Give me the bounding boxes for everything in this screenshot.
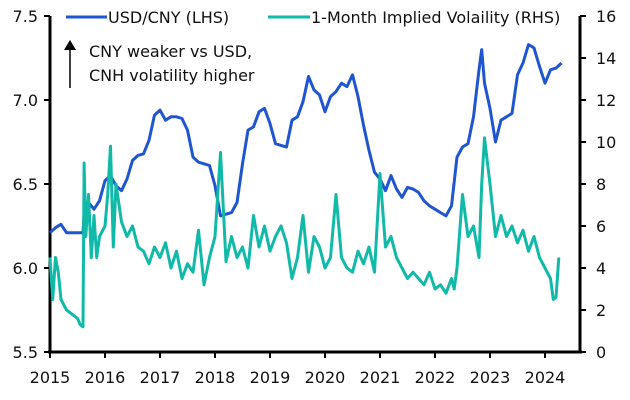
right-tick-label: 10 <box>596 133 616 152</box>
x-tick-label: 2015 <box>30 368 71 387</box>
legend-item-usdcny: USD/CNY (LHS) <box>66 8 229 27</box>
x-tick-label: 2021 <box>360 368 401 387</box>
left-tick-label: 6.5 <box>13 175 38 194</box>
right-tick-label: 14 <box>596 49 616 68</box>
left-tick-label: 6.0 <box>13 259 38 278</box>
right-tick-label: 0 <box>596 343 606 362</box>
x-tick-label: 2020 <box>305 368 346 387</box>
legend-item-volatility: 1-Month Implied Volaility (RHS) <box>268 8 560 27</box>
x-tick-label: 2016 <box>85 368 126 387</box>
left-tick-label: 7.5 <box>13 7 38 26</box>
series-line-volatility <box>48 136 561 329</box>
x-tick-label: 2023 <box>470 368 511 387</box>
series-layer <box>48 43 563 329</box>
annotation: CNY weaker vs USD, CNH volatility higher <box>64 40 255 88</box>
left-tick-label: 5.5 <box>13 343 38 362</box>
x-tick-label: 2017 <box>140 368 181 387</box>
right-tick-label: 2 <box>596 301 606 320</box>
right-axis-ticks: 0 2 4 6 8 10 12 14 16 <box>580 7 616 362</box>
left-tick-label: 7.0 <box>13 91 38 110</box>
right-tick-label: 8 <box>596 175 606 194</box>
x-tick-label: 2019 <box>250 368 291 387</box>
right-tick-label: 6 <box>596 217 606 236</box>
x-tick-label: 2018 <box>195 368 236 387</box>
legend-label-usdcny: USD/CNY (LHS) <box>108 8 229 27</box>
x-axis-ticks: 2015 2016 2017 2018 2019 2020 2021 2022 2023 2024 <box>30 352 566 387</box>
left-axis-ticks: 5.5 6.0 6.5 7.0 7.5 <box>13 7 50 362</box>
right-tick-label: 4 <box>596 259 606 278</box>
right-tick-label: 12 <box>596 91 616 110</box>
annotation-line-1: CNY weaker vs USD, <box>89 42 252 61</box>
x-tick-label: 2024 <box>525 368 566 387</box>
x-tick-label: 2022 <box>415 368 456 387</box>
legend-label-volatility: 1-Month Implied Volaility (RHS) <box>311 8 560 27</box>
legend: USD/CNY (LHS) 1-Month Implied Volaility … <box>66 8 560 27</box>
arrow-head-icon <box>64 40 76 50</box>
right-tick-label: 16 <box>596 7 616 26</box>
annotation-line-2: CNH volatility higher <box>89 66 255 85</box>
series-line-usdcny <box>48 43 563 235</box>
